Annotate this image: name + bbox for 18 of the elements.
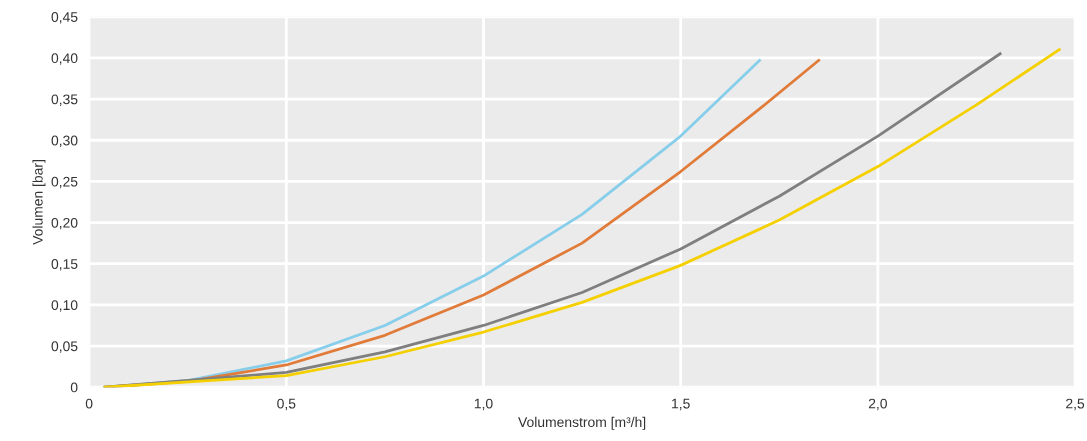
x-tick-label: 2,5 xyxy=(1066,398,1085,411)
y-tick-label: 0,35 xyxy=(51,94,78,106)
x-tick-label: 2,0 xyxy=(868,398,887,411)
y-tick-label: 0,20 xyxy=(51,217,78,230)
y-tick-label: 0,30 xyxy=(51,135,78,148)
y-tick-label: 0,05 xyxy=(51,341,78,353)
x-tick-label: 0,5 xyxy=(277,398,296,411)
y-tick-label: 0,10 xyxy=(51,300,78,312)
x-tick-label: 1,5 xyxy=(672,398,690,411)
x-tick-label: 1,0 xyxy=(474,398,493,411)
y-axis-title: Volumen [bar] xyxy=(32,160,46,245)
y-tick-label: 0,15 xyxy=(51,259,78,271)
x-tick-label: 0 xyxy=(85,398,93,409)
y-tick-label: 0,40 xyxy=(51,53,78,65)
x-axis-title: Volumenstrom [m³/h] xyxy=(518,416,646,430)
y-tick-label: 0,45 xyxy=(51,12,78,24)
y-tick-label: 0 xyxy=(70,382,78,393)
y-tick-label: 0,25 xyxy=(51,176,78,189)
